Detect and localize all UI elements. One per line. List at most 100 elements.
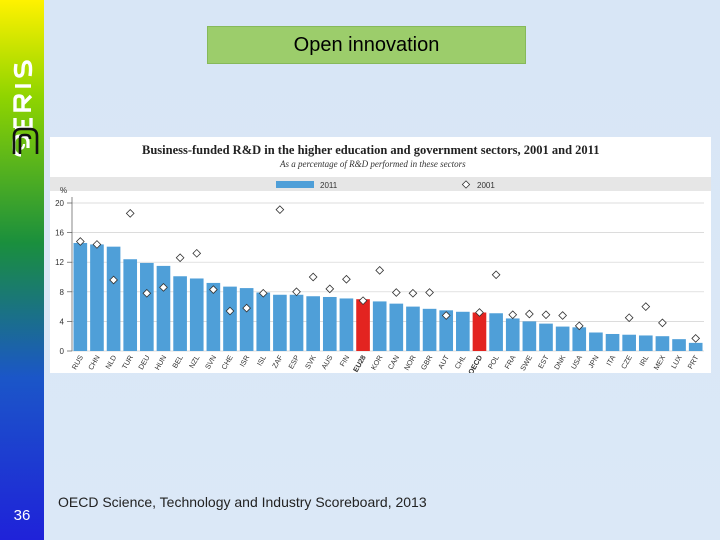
marker-2001-kor <box>375 265 385 275</box>
bar-nld <box>106 246 121 351</box>
x-tick-label: KOR <box>369 354 385 372</box>
x-tick-label: MEX <box>652 353 668 371</box>
marker-2001-deu <box>142 288 152 298</box>
bar-deu <box>140 262 154 351</box>
chart-title: Business-funded R&D in the higher educat… <box>142 143 599 157</box>
x-tick-label: EST <box>536 353 551 370</box>
x-tick-label: SVN <box>203 354 218 371</box>
marker-2001-pol <box>491 270 501 280</box>
bar-aus <box>322 296 337 351</box>
bar-kor <box>372 301 387 351</box>
bar-eu28 <box>356 299 370 351</box>
marker-2001-fra <box>508 310 518 320</box>
ceris-logo <box>12 60 39 157</box>
x-tick-label: NOR <box>402 354 418 372</box>
bar-hun <box>156 265 171 351</box>
y-axis-label: % <box>60 186 67 195</box>
marker-2001-chn <box>92 240 102 249</box>
x-tick-label: NZL <box>187 354 202 370</box>
x-tick-label: USA <box>569 353 584 370</box>
marker-2001-fin <box>342 274 351 284</box>
marker-2001-aut <box>441 311 451 320</box>
marker-2001-isl <box>258 288 268 298</box>
slide-title: Open innovation <box>207 26 526 64</box>
bar-gbr <box>422 308 437 351</box>
marker-2001-irl <box>641 302 651 311</box>
marker-2001-isr <box>242 303 251 313</box>
bar-chart: 0 4 8 12 16 20 RUS CHN NLD TUR DEU HUN BEL NZL SVN CHE I… <box>50 143 711 376</box>
bar-svn <box>206 282 221 351</box>
slide-number: 36 <box>13 507 31 524</box>
bar-fra <box>505 318 520 351</box>
x-tick-label: LUX <box>669 353 684 370</box>
x-tick-label: CHN <box>86 354 102 372</box>
bar-prt <box>688 342 703 351</box>
bar-can <box>389 303 404 351</box>
x-tick-label: SWE <box>518 353 534 372</box>
legend-swatch-2011 <box>276 181 314 188</box>
marker-2001-gbr <box>425 288 434 297</box>
marker-2001-cze <box>624 313 634 323</box>
x-tick-label: JPN <box>586 354 601 370</box>
x-tick-label: AUT <box>436 353 451 370</box>
x-tick-label: DEU <box>136 354 151 372</box>
chart-subtitle: As a percentage of R&D performed in thes… <box>279 159 466 169</box>
sidebar-brand-strip: 36 <box>0 0 44 540</box>
x-tick-label: PRT <box>685 353 700 370</box>
marker-2001-can <box>391 288 401 297</box>
bar-nor <box>406 306 420 351</box>
bar-ita <box>605 333 620 351</box>
x-tick-label: TUR <box>120 354 135 371</box>
chart-legend: 2011 2001 <box>276 180 495 190</box>
x-tick-label: FIN <box>338 354 352 369</box>
marker-2001-tur <box>125 208 135 218</box>
x-tick-label: ITA <box>604 353 617 367</box>
slide-title-text: Open innovation <box>293 33 440 56</box>
x-tick-label: BEL <box>170 354 185 370</box>
bar-isl <box>256 292 271 351</box>
bar-mex <box>655 336 670 351</box>
marker-2001-est <box>541 310 551 320</box>
source-caption: OECD Science, Technology and Industry Sc… <box>58 494 427 510</box>
marker-2001-oecd <box>475 308 484 317</box>
bar-chn <box>90 244 104 351</box>
bar-tur <box>123 259 138 351</box>
x-tick-label: IRL <box>637 354 650 368</box>
legend-label-2011: 2011 <box>320 181 338 190</box>
marker-2001-rus <box>75 237 85 246</box>
x-tick-label: CHL <box>453 354 468 371</box>
marker-2001-dnk <box>558 311 567 320</box>
marker-2001-svn <box>209 285 218 294</box>
x-tick-label: GBR <box>419 354 435 372</box>
marker-2001-nor <box>408 288 418 298</box>
bar-cze <box>622 334 636 351</box>
bar-chl <box>456 311 470 351</box>
x-tick-label: DNK <box>552 353 567 371</box>
bar-rus <box>73 242 88 351</box>
bar-esp <box>289 294 304 351</box>
bar-aut <box>439 310 454 351</box>
y-tick-label: 16 <box>55 229 64 238</box>
x-tick-label: FRA <box>502 353 517 370</box>
bar-bel <box>173 276 187 351</box>
bar-zaf <box>273 294 287 351</box>
marker-2001-svk <box>308 272 318 282</box>
x-tick-label: AUS <box>319 353 334 370</box>
x-tick-label: NLD <box>103 354 118 371</box>
marker-2001-hun <box>159 282 168 292</box>
marker-2001-esp <box>292 287 301 297</box>
x-tick-label: ISR <box>238 354 252 369</box>
marker-2001-nzl <box>192 248 202 258</box>
x-tick-label: ESP <box>286 353 301 370</box>
x-tick-label: HUN <box>153 354 169 372</box>
x-tick-label: CAN <box>386 354 401 372</box>
x-tick-label: ZAF <box>270 353 285 370</box>
y-tick-label: 12 <box>55 258 64 267</box>
ceris-emblem <box>12 127 39 154</box>
header-band <box>50 177 711 191</box>
y-tick-label: 0 <box>60 347 65 356</box>
bar-irl <box>638 335 653 351</box>
x-tick-label: POL <box>486 354 501 371</box>
y-tick-label: 4 <box>60 317 65 326</box>
x-tick-label: CZE <box>619 353 634 370</box>
